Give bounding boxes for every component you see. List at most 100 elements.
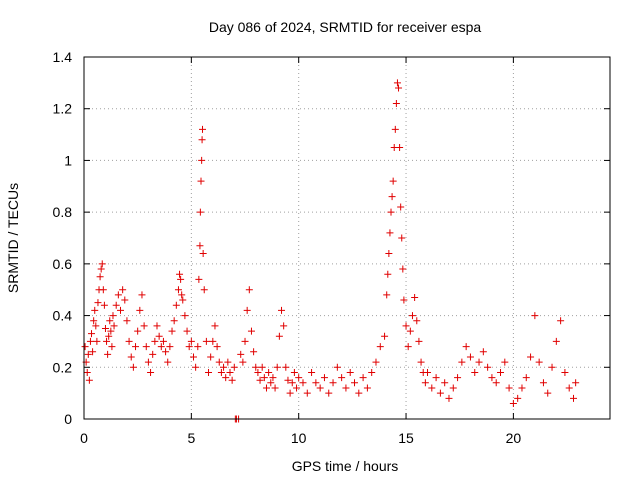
- data-point: [539, 379, 547, 387]
- data-point: [189, 353, 197, 361]
- data-point: [388, 193, 396, 201]
- data-point: [179, 296, 187, 304]
- data-point: [243, 306, 251, 314]
- data-point: [413, 317, 421, 325]
- y-axis-label: SRMTID / TECUs: [5, 183, 21, 293]
- data-point: [241, 337, 249, 345]
- data-point: [561, 368, 569, 376]
- data-point: [196, 242, 204, 250]
- data-point: [96, 273, 104, 281]
- data-point: [400, 296, 408, 304]
- data-point: [195, 275, 203, 283]
- data-point: [471, 368, 479, 376]
- data-point: [392, 100, 400, 108]
- data-point: [376, 343, 384, 351]
- data-point: [166, 343, 174, 351]
- data-point: [104, 350, 112, 358]
- data-point: [183, 327, 191, 335]
- grid-lines: [84, 57, 610, 419]
- data-point: [224, 358, 232, 366]
- data-point: [176, 270, 184, 278]
- data-point: [168, 327, 176, 335]
- data-point: [170, 317, 178, 325]
- data-point: [441, 379, 449, 387]
- data-point: [157, 343, 165, 351]
- data-point: [100, 301, 108, 309]
- y-tick-label: 1: [64, 152, 72, 168]
- data-point: [107, 327, 115, 335]
- data-point: [387, 208, 395, 216]
- data-point: [436, 389, 444, 397]
- data-point: [282, 363, 290, 371]
- data-point: [397, 203, 405, 211]
- data-point: [258, 363, 266, 371]
- data-points: [81, 79, 580, 423]
- data-point: [181, 312, 189, 320]
- x-tick-label: 0: [80, 430, 88, 446]
- data-point: [198, 156, 206, 164]
- data-point: [237, 350, 245, 358]
- data-point: [329, 379, 337, 387]
- x-axis-label: GPS time / hours: [292, 458, 399, 474]
- data-point: [134, 327, 142, 335]
- data-point: [484, 363, 492, 371]
- data-point: [278, 306, 286, 314]
- data-point: [228, 376, 236, 384]
- data-point: [94, 299, 102, 307]
- data-point: [98, 260, 106, 268]
- data-point: [84, 350, 92, 358]
- data-point: [355, 389, 363, 397]
- data-point: [260, 374, 268, 382]
- data-point: [572, 379, 580, 387]
- data-point: [109, 312, 117, 320]
- data-point: [192, 363, 200, 371]
- data-point: [147, 368, 155, 376]
- data-point: [570, 394, 578, 402]
- data-point: [421, 379, 429, 387]
- data-point: [404, 343, 412, 351]
- data-point: [93, 337, 101, 345]
- data-point: [174, 286, 182, 294]
- data-point: [89, 348, 97, 356]
- data-point: [144, 358, 152, 366]
- data-point: [252, 363, 260, 371]
- data-point: [359, 374, 367, 382]
- data-point: [316, 384, 324, 392]
- data-point: [197, 177, 205, 185]
- y-tick-labels: 0 0.2 0.4 0.6 0.8 1 1.2 1.4: [53, 49, 73, 427]
- data-point: [368, 368, 376, 376]
- data-point: [215, 358, 223, 366]
- data-point: [381, 332, 389, 340]
- data-point: [320, 374, 328, 382]
- data-point: [256, 376, 264, 384]
- data-point: [552, 337, 560, 345]
- data-point: [295, 374, 303, 382]
- data-point: [112, 301, 120, 309]
- data-point: [132, 343, 140, 351]
- data-point: [226, 368, 234, 376]
- data-point: [90, 317, 98, 325]
- data-point: [535, 358, 543, 366]
- data-point: [273, 363, 281, 371]
- data-point: [398, 234, 406, 242]
- data-point: [265, 368, 273, 376]
- y-tick-label: 1.2: [53, 101, 73, 117]
- data-point: [91, 306, 99, 314]
- data-point: [475, 358, 483, 366]
- data-point: [299, 379, 307, 387]
- data-point: [269, 374, 277, 382]
- data-point: [245, 286, 253, 294]
- data-point: [351, 379, 359, 387]
- data-point: [399, 265, 407, 273]
- data-point: [114, 291, 122, 299]
- data-point: [198, 136, 206, 144]
- data-point: [209, 337, 217, 345]
- data-point: [383, 291, 391, 299]
- data-point: [149, 350, 157, 358]
- data-point: [127, 353, 135, 361]
- y-tick-label: 0.8: [53, 204, 73, 220]
- data-point: [325, 389, 333, 397]
- data-point: [280, 322, 288, 330]
- data-point: [488, 374, 496, 382]
- data-point: [454, 374, 462, 382]
